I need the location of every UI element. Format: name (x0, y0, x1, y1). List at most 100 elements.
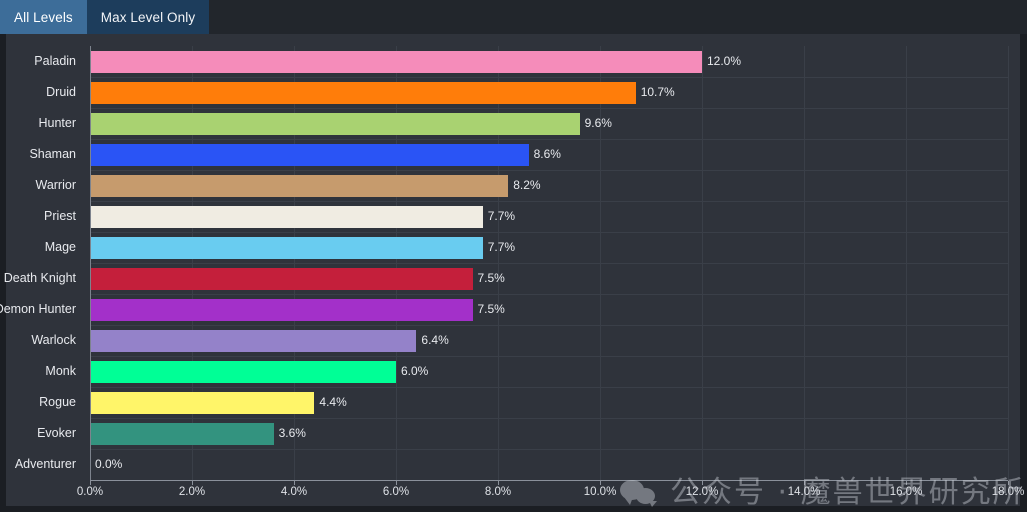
x-tick-mark (90, 481, 91, 485)
bar-value-label: 7.5% (477, 302, 505, 316)
x-tick-mark (804, 481, 805, 485)
gridline-horizontal (90, 232, 1008, 233)
y-label-row: Priest (0, 201, 84, 232)
bar-value-label: 8.6% (533, 147, 561, 161)
y-label-evoker: Evoker (37, 426, 76, 440)
wechat-icon (620, 478, 658, 508)
gridline-horizontal (90, 77, 1008, 78)
y-label-row: Adventurer (0, 449, 84, 480)
x-tick-label: 10.0% (583, 486, 617, 498)
tab-strip: All Levels Max Level Only (0, 0, 210, 34)
gridline-horizontal (90, 170, 1008, 171)
bar-row[interactable]: 4.4% (90, 387, 1008, 418)
panel-bottom-gutter (0, 506, 1027, 512)
bar-row[interactable]: 8.6% (90, 139, 1008, 170)
x-tick-label: 8.0% (484, 486, 512, 498)
bar-value-label: 8.2% (513, 178, 541, 192)
bar-monk[interactable] (90, 360, 396, 383)
bar-value-label: 12.0% (707, 54, 742, 68)
x-tick-mark (192, 481, 193, 485)
y-axis-line (90, 46, 91, 480)
x-tick-label: 0.0% (76, 486, 104, 498)
bar-row[interactable]: 7.5% (90, 294, 1008, 325)
gridline-horizontal (90, 387, 1008, 388)
y-label-priest: Priest (44, 209, 76, 223)
x-tick-mark (702, 481, 703, 485)
bar-row[interactable]: 10.7% (90, 77, 1008, 108)
x-tick-label: 16.0% (889, 486, 923, 498)
y-label-row: Death Knight (0, 263, 84, 294)
bar-shaman[interactable] (90, 143, 529, 166)
y-label-row: Demon Hunter (0, 294, 84, 325)
bar-value-label: 10.7% (640, 85, 675, 99)
tab-bar-filler (209, 0, 1027, 34)
tab-max-level-only[interactable]: Max Level Only (86, 0, 210, 34)
bar-death-knight[interactable] (90, 267, 473, 290)
bar-mage[interactable] (90, 236, 483, 259)
bar-row[interactable]: 6.4% (90, 325, 1008, 356)
bar-value-label: 3.6% (278, 426, 306, 440)
gridline-horizontal (90, 108, 1008, 109)
chart-panel: 12.0% 10.7% 9.6% 8.6% 8.2% 7.7% 7.7% 7.5% 7.5% 6.… (0, 34, 1027, 512)
bar-row[interactable]: 3.6% (90, 418, 1008, 449)
y-label-row: Druid (0, 77, 84, 108)
gridline-horizontal (90, 449, 1008, 450)
bar-value-label: 4.4% (319, 395, 347, 409)
y-label-demon-hunter: Demon Hunter (0, 302, 76, 316)
bar-value-label: 7.5% (477, 271, 505, 285)
x-tick-label: 14.0% (787, 486, 821, 498)
y-label-row: Shaman (0, 139, 84, 170)
bar-row[interactable]: 6.0% (90, 356, 1008, 387)
bar-row[interactable]: 7.7% (90, 201, 1008, 232)
panel-left-gutter (0, 34, 6, 512)
x-tick-mark (600, 481, 601, 485)
y-label-row: Warlock (0, 325, 84, 356)
bar-row[interactable]: 0.0% (90, 449, 1008, 480)
bar-value-label: 7.7% (487, 240, 516, 254)
gridline-horizontal (90, 325, 1008, 326)
bar-evoker[interactable] (90, 422, 274, 445)
y-label-hunter: Hunter (38, 116, 76, 130)
watermark-text: 公众号 · 魔兽世界研究所 (670, 475, 1025, 510)
x-tick-mark (1008, 481, 1009, 485)
gridline-horizontal (90, 263, 1008, 264)
bar-value-label: 6.0% (401, 364, 429, 378)
x-tick-label: 6.0% (382, 486, 410, 498)
bar-priest[interactable] (90, 205, 483, 228)
bar-row[interactable]: 9.6% (90, 108, 1008, 139)
bar-warlock[interactable] (90, 329, 417, 352)
x-tick-label: 18.0% (991, 486, 1025, 498)
bar-hunter[interactable] (90, 112, 580, 135)
gridline-vertical (1008, 46, 1009, 480)
y-label-row: Paladin (0, 46, 84, 77)
panel-right-gutter (1020, 34, 1027, 512)
x-tick-mark (396, 481, 397, 485)
bar-rogue[interactable] (90, 391, 315, 414)
bar-row[interactable]: 8.2% (90, 170, 1008, 201)
bar-demon-hunter[interactable] (90, 298, 473, 321)
bar-row[interactable]: 12.0% (90, 46, 1008, 77)
y-label-row: Mage (0, 232, 84, 263)
gridline-horizontal (90, 294, 1008, 295)
bar-paladin[interactable] (90, 50, 702, 73)
gridline-horizontal (90, 418, 1008, 419)
y-label-rogue: Rogue (39, 395, 76, 409)
x-tick-mark (294, 481, 295, 485)
bar-row[interactable]: 7.5% (90, 263, 1008, 294)
bar-druid[interactable] (90, 81, 636, 104)
bar-warrior[interactable] (90, 174, 509, 197)
x-tick-mark (498, 481, 499, 485)
x-tick-label: 4.0% (280, 486, 308, 498)
x-tick-label: 2.0% (178, 486, 206, 498)
bar-row[interactable]: 7.7% (90, 232, 1008, 263)
bar-value-label: 0.0% (95, 457, 123, 471)
tab-all-levels[interactable]: All Levels (0, 0, 87, 34)
gridline-horizontal (90, 139, 1008, 140)
x-axis-line (90, 480, 1008, 481)
plot-area: 12.0% 10.7% 9.6% 8.6% 8.2% 7.7% 7.7% 7.5% 7.5% 6.… (90, 46, 1009, 480)
x-tick-label: 12.0% (685, 486, 719, 498)
y-label-monk: Monk (45, 364, 76, 378)
y-label-row: Rogue (0, 387, 84, 418)
tab-bar: All Levels Max Level Only (0, 0, 1027, 34)
